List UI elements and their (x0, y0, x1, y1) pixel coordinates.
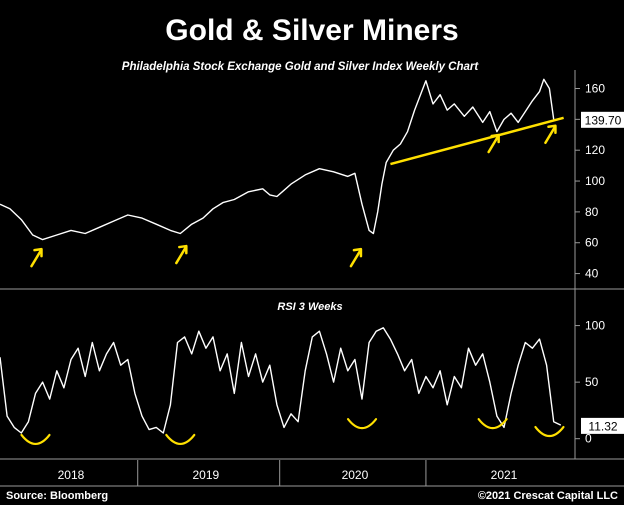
undefined-last-value-box (581, 417, 624, 434)
arrow-shaft (349, 249, 362, 268)
undefined-smile-marker (20, 433, 51, 446)
undefined-tick-label: 50 (585, 375, 599, 389)
undefined-tick-label: 40 (585, 267, 599, 281)
undefined-tick-label: 60 (585, 236, 599, 250)
undefined-tick-label: 80 (585, 205, 599, 219)
undefined-arrow-icon (175, 244, 188, 265)
year-tick-label: 2019 (193, 468, 220, 482)
copyright-label: ©2021 Crescat Capital LLC (478, 490, 618, 502)
rsi-panel: 0 50 100 11.32 (0, 319, 624, 446)
source-label: Source: Bloomberg (6, 490, 108, 502)
undefined-tick-label: 120 (585, 143, 605, 157)
undefined-arrow-icon (544, 124, 557, 145)
year-tick-label: 2020 (342, 468, 369, 482)
undefined-smile-marker (346, 418, 378, 430)
arrow-shaft (175, 246, 187, 265)
undefined-series-line (0, 327, 562, 434)
undefined-smile-marker (165, 433, 196, 446)
arrow-shaft (30, 249, 42, 268)
rsi-panel-title: RSI 3 Weeks (277, 301, 342, 313)
undefined-tick-label: 100 (585, 174, 605, 188)
date-axis: 2018 2019 2020 2021 (58, 460, 518, 486)
arrow-head (547, 124, 557, 135)
undefined-tick-label: 160 (585, 82, 605, 96)
undefined-tick-label: 100 (585, 319, 605, 333)
undefined-arrow-icon (349, 247, 363, 268)
arrow-shaft (487, 135, 499, 154)
arrow-head (352, 247, 363, 258)
undefined-last-value-label: 139.70 (585, 113, 622, 127)
arrow-head (33, 247, 43, 258)
undefined-last-value-label: 11.32 (588, 419, 617, 433)
arrow-shaft (544, 126, 556, 145)
chart-title: Gold & Silver Miners (165, 14, 458, 47)
undefined-tick-label: 0 (585, 432, 592, 446)
arrow-head (178, 244, 188, 255)
undefined-series-line (0, 78, 555, 241)
price-panel: 406080100120140160139.70 (0, 78, 624, 281)
undefined-arrow-icon (487, 133, 500, 154)
year-tick-label: 2018 (58, 468, 85, 482)
undefined-trendline (390, 116, 564, 166)
undefined-last-value-box (581, 111, 624, 128)
chart-subtitle: Philadelphia Stock Exchange Gold and Sil… (122, 61, 480, 73)
undefined-smile-marker (534, 425, 565, 438)
arrow-head (490, 133, 500, 144)
undefined-smile-marker (477, 418, 508, 430)
year-tick-label: 2021 (491, 468, 518, 482)
undefined-arrow-icon (30, 247, 43, 268)
